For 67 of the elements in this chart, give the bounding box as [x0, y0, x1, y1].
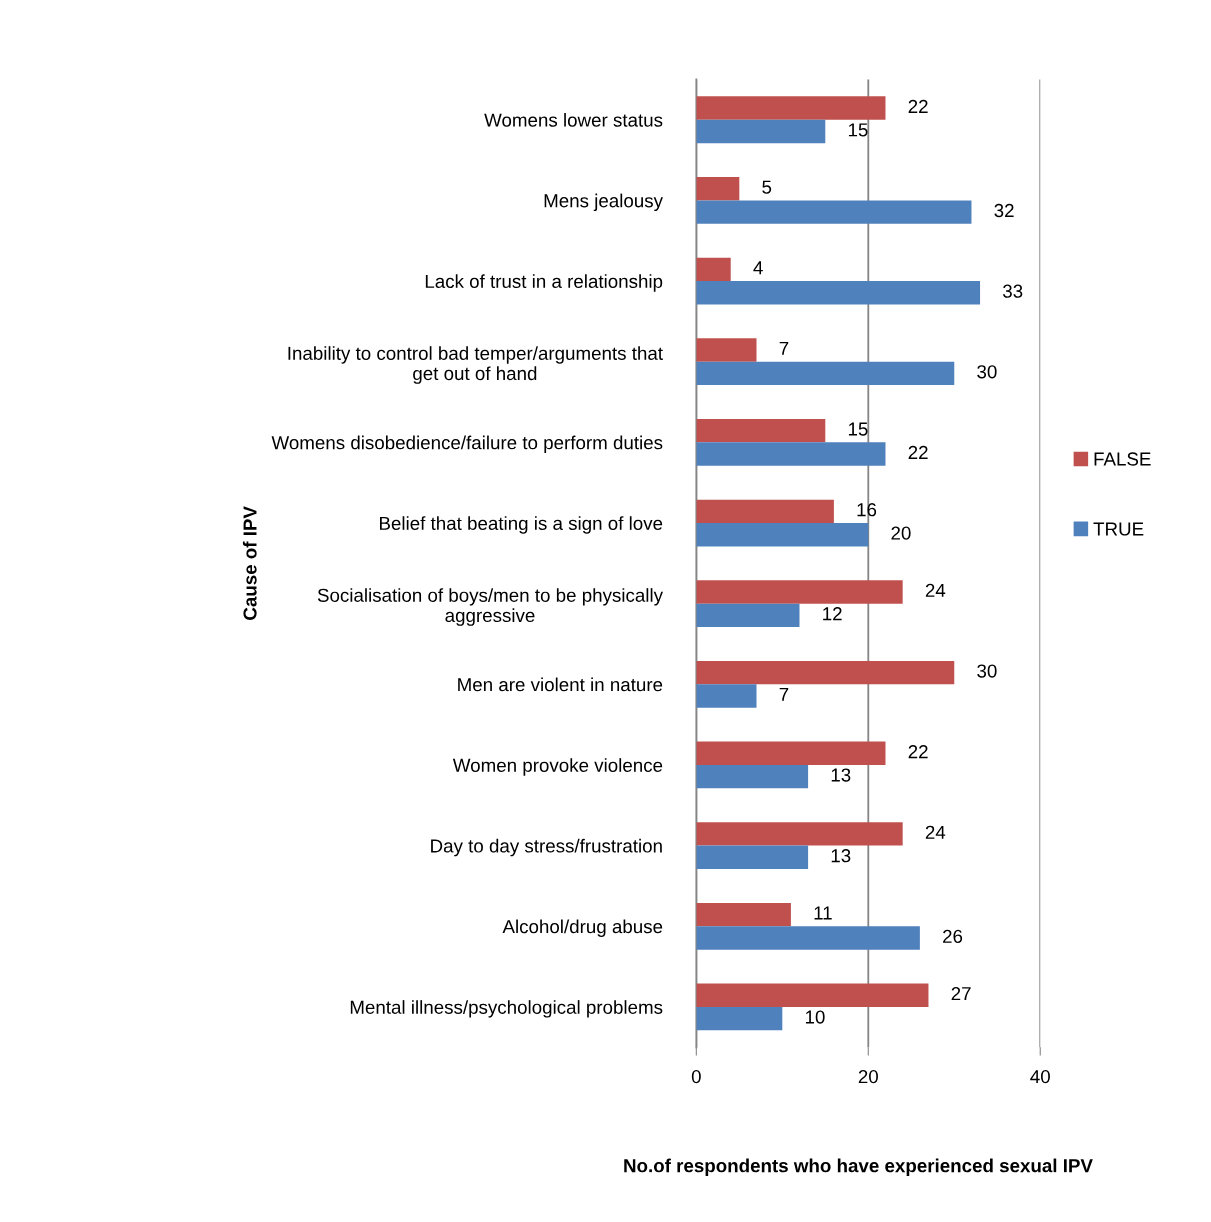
- legend-label: FALSE: [1094, 452, 1151, 466]
- data-label: 26: [943, 929, 963, 943]
- data-label: 12: [823, 607, 842, 621]
- data-label: 15: [848, 123, 868, 137]
- bar: [696, 442, 886, 466]
- y-tick-label: Alcohol/drug abuse: [502, 919, 663, 937]
- x-tick-label: 20: [858, 1069, 878, 1084]
- bar: [696, 684, 757, 708]
- y-tick-label: Belief that beating is a sign of love: [379, 516, 663, 534]
- bar: [696, 983, 929, 1007]
- data-label: 4: [753, 261, 763, 275]
- data-label: 22: [908, 99, 928, 113]
- y-tick-label: Men are violent in nature: [458, 677, 663, 692]
- data-label: 10: [805, 1010, 825, 1024]
- bar: [696, 281, 981, 305]
- data-label: 11: [814, 906, 832, 920]
- y-tick-label: Day to day stress/frustration: [431, 838, 662, 857]
- bar: [696, 764, 809, 789]
- bar: [696, 499, 834, 524]
- bar: [696, 177, 740, 201]
- bar: [696, 523, 869, 547]
- data-label: 13: [831, 768, 851, 782]
- bar: [696, 96, 886, 120]
- bar: [696, 822, 903, 846]
- x-tick-label: 40: [1030, 1069, 1050, 1084]
- data-label: 22: [908, 445, 928, 459]
- data-label: 24: [925, 583, 946, 597]
- y-tick-label: Mens jealousy: [544, 193, 663, 212]
- bar: [696, 119, 826, 144]
- x-tick-label: 0: [691, 1069, 701, 1084]
- bar: [696, 660, 955, 685]
- data-label: 33: [1003, 284, 1023, 298]
- data-label: 30: [977, 664, 997, 678]
- y-tick-label: Socialisation of boys/men to be physically aggressive: [317, 588, 663, 626]
- data-label: 13: [831, 849, 851, 863]
- y-tick-label: Mental illness/psychological problems: [350, 1000, 663, 1018]
- data-label: 20: [891, 526, 911, 540]
- y-tick-label: Womens lower status: [484, 112, 663, 127]
- y-tick-label: Inability to control bad temper/arguments that get out of hand: [288, 346, 663, 384]
- bar: [696, 845, 809, 870]
- bar: [696, 580, 903, 604]
- bar: [696, 741, 886, 765]
- y-tick-label: Women provoke violence: [452, 758, 663, 776]
- bar: [696, 257, 731, 282]
- data-label: 7: [779, 687, 789, 701]
- data-label: 27: [951, 986, 971, 1001]
- y-axis-title: Cause of IPV: [242, 506, 257, 620]
- bar: [696, 1006, 783, 1031]
- data-label: 24: [925, 825, 946, 839]
- bar: [696, 418, 826, 443]
- bar: [696, 902, 791, 927]
- data-label: 5: [762, 180, 772, 194]
- bar: [696, 200, 972, 224]
- data-label: 15: [848, 422, 868, 436]
- bar: [696, 603, 800, 628]
- y-tick-label: Womens disobedience/failure to perform duties: [271, 435, 663, 454]
- x-axis-title: No.of respondents who have experienced sexual IPV: [624, 1158, 1093, 1177]
- data-label: 30: [977, 365, 997, 379]
- y-tick-label: Lack of trust in a relationship: [425, 274, 663, 292]
- bar: [696, 338, 757, 362]
- bar: [696, 926, 920, 950]
- data-label: 22: [908, 745, 928, 759]
- bar: [696, 361, 955, 386]
- data-label: 32: [994, 203, 1014, 218]
- data-label: 16: [857, 503, 877, 517]
- data-label: 7: [779, 341, 789, 355]
- legend-label: TRUE: [1093, 522, 1144, 536]
